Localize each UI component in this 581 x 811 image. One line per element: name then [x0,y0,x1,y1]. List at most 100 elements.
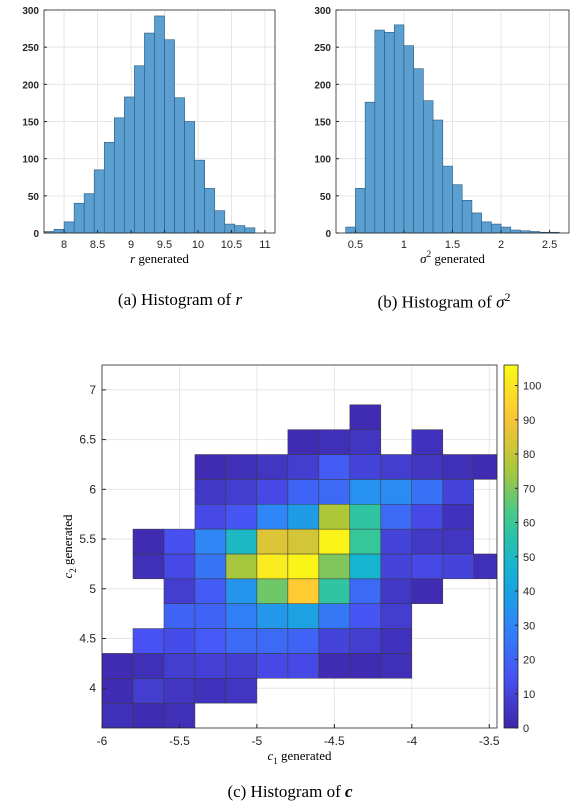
heatmap-cells [102,404,497,728]
heatmap-cell [256,528,289,555]
heatmap-cell [380,628,413,654]
y-tick-label: 6 [89,482,96,496]
heatmap-cell [287,429,320,455]
x-axis-label-sup: 2 [427,249,432,259]
heatmap-cell [287,479,320,505]
x-axis-label: c1 generated [267,748,332,766]
caption-a-var: r [235,290,243,309]
heatmap-cell [256,553,289,580]
x-tick-label: -4.5 [324,734,345,748]
heatmap-cell [318,578,351,604]
histogram-bar [432,119,444,234]
y-tick-label: 0 [33,229,39,240]
caption-b-prefix: (b) Histogram of [377,292,497,312]
heatmap-cell [225,454,258,480]
histogram-bar [204,188,216,234]
heatmap-cell [194,479,227,505]
x-axis-label: r generated [130,251,189,266]
x-axis-label-sub: 1 [273,756,278,766]
heatmap-cell [225,653,258,679]
heatmap-cell [318,429,351,455]
heatmap-cell [225,553,258,580]
heatmap-cell [194,628,227,654]
histogram-bar [461,199,473,234]
heatmap-cell [225,603,258,629]
caption-a-prefix: (a) Histogram of [117,290,236,309]
heatmap-cell [287,503,320,530]
histogram-bar [510,229,521,234]
heatmap-cell [163,553,196,580]
heatmap-cell [318,479,351,505]
x-tick-label: 9 [128,239,134,251]
histogram-bar [114,117,125,234]
heatmap-cell [349,528,382,555]
histogram-bar [224,223,236,234]
y-tick-label: 4 [89,681,96,695]
heatmap-cell [256,578,289,604]
heatmap-cell [380,653,413,679]
colorbar-tick-label: 40 [523,586,535,598]
heatmap-cell [380,553,413,580]
heatmap-cell [163,653,196,679]
x-axis-label-var: r [130,251,136,266]
heatmap-cell [442,454,475,480]
heatmap-cell [349,404,382,430]
y-tick-label: 50 [28,192,40,203]
x-tick-label: 10 [192,239,204,251]
heatmap-cell [287,653,320,679]
x-tick-label: -4 [406,734,417,748]
heatmap-cell [287,603,320,629]
y-tick-label: 150 [314,118,331,129]
x-axis-label-suffix: generated [431,251,485,266]
heatmap-cell [380,479,413,505]
y-tick-label: 300 [22,6,39,17]
axes-frame [101,364,498,729]
heatmap-cell [225,479,258,505]
colorbar-tick-label: 50 [523,552,535,564]
heatmap-cell [411,553,444,580]
y-tick-label: 300 [314,6,331,17]
histogram-bar [134,65,145,234]
heatmap-cell [411,454,444,480]
histogram-bar [154,15,165,234]
colorbar-tick-label: 100 [523,381,541,393]
histogram-bar [73,202,85,234]
heatmap-cell [225,528,258,555]
y-tick-label: 100 [314,155,331,166]
heatmap-cell [194,678,227,704]
histogram-bar [244,227,256,234]
colorbar-tick-label: 70 [523,483,535,495]
histogram-c-heatmap: 44.555.566.57-6 -5.5 -5 -4.5 -4 -3.5c1 genera… [60,364,541,766]
colorbar-tick-label: 60 [523,518,535,530]
histogram-bar [214,210,226,234]
heatmap-cell [194,578,227,604]
heatmap-cell [318,503,351,530]
x-tick-label: 1.5 [445,239,460,251]
y-tick-label: 200 [314,80,331,91]
histogram-bar [194,159,205,234]
heatmap-cell [163,603,196,629]
heatmap-cell [287,628,320,654]
y-tick-label: 200 [22,80,39,91]
heatmap-cell [442,479,475,505]
heatmap-cell [194,503,227,530]
histogram-bar [144,32,155,234]
x-tick-label: 2 [498,239,504,251]
heatmap-cell [287,528,320,555]
y-tick-label: 4.5 [79,631,96,645]
heatmap-cell [163,702,196,728]
histogram-r-chart: 0 50 100 150 200 250 300 8 8.5 9 9.5 10 10.5 11 r gene… [22,6,276,266]
heatmap-cell [318,553,351,580]
y-axis-label: c2 generated [60,514,78,579]
heatmap-cell [411,578,444,604]
heatmap-cell [163,628,196,654]
x-tick-label: 1 [401,239,407,251]
heatmap-cell [411,503,444,530]
colorbar-tick-label: 10 [523,689,535,701]
histogram-bar [481,221,492,234]
heatmap-cell [132,553,165,580]
colorbar-tick-label: 30 [523,620,535,632]
x-axis-label-suffix: generated [278,748,332,763]
x-tick-label: 0.5 [348,239,363,251]
